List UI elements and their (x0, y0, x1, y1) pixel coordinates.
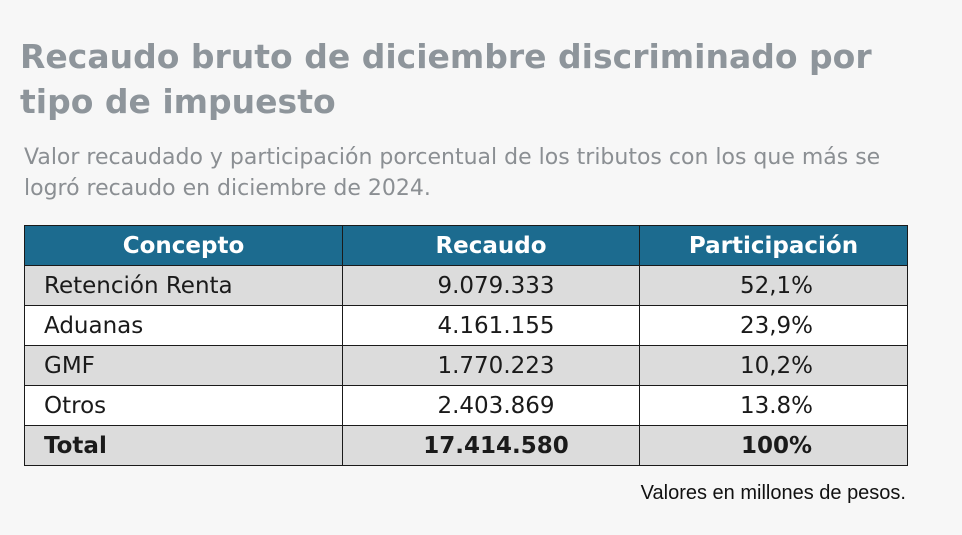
tax-collection-table: Concepto Recaudo Participación Retención… (24, 225, 908, 466)
page-title: Recaudo bruto de diciembre discriminado … (20, 37, 872, 121)
cell-concepto: Otros (24, 385, 343, 426)
table-row: Retención Renta 9.079.333 52,1% (24, 265, 908, 306)
total-recaudo: 17.414.580 (342, 425, 640, 466)
cell-concepto: Aduanas (24, 305, 343, 346)
header-concepto: Concepto (24, 225, 343, 266)
cell-recaudo: 1.770.223 (342, 345, 640, 386)
table-row: Aduanas 4.161.155 23,9% (24, 305, 908, 346)
table-row: GMF 1.770.223 10,2% (24, 345, 908, 386)
total-participacion: 100% (639, 425, 908, 466)
cell-recaudo: 2.403.869 (342, 385, 640, 426)
table-header-row: Concepto Recaudo Participación (24, 225, 908, 266)
cell-participacion: 52,1% (639, 265, 908, 306)
header-participacion: Participación (639, 225, 908, 266)
total-label: Total (24, 425, 343, 466)
cell-recaudo: 9.079.333 (342, 265, 640, 306)
cell-participacion: 13.8% (639, 385, 908, 426)
cell-recaudo: 4.161.155 (342, 305, 640, 346)
page-subtitle: Valor recaudado y participación porcentu… (24, 145, 881, 201)
units-footnote: Valores en millones de pesos. (640, 482, 906, 504)
table-row: Otros 2.403.869 13.8% (24, 385, 908, 426)
cell-concepto: GMF (24, 345, 343, 386)
cell-concepto: Retención Renta (24, 265, 343, 306)
table-total-row: Total 17.414.580 100% (24, 425, 908, 466)
header-recaudo: Recaudo (342, 225, 640, 266)
cell-participacion: 10,2% (639, 345, 908, 386)
cell-participacion: 23,9% (639, 305, 908, 346)
